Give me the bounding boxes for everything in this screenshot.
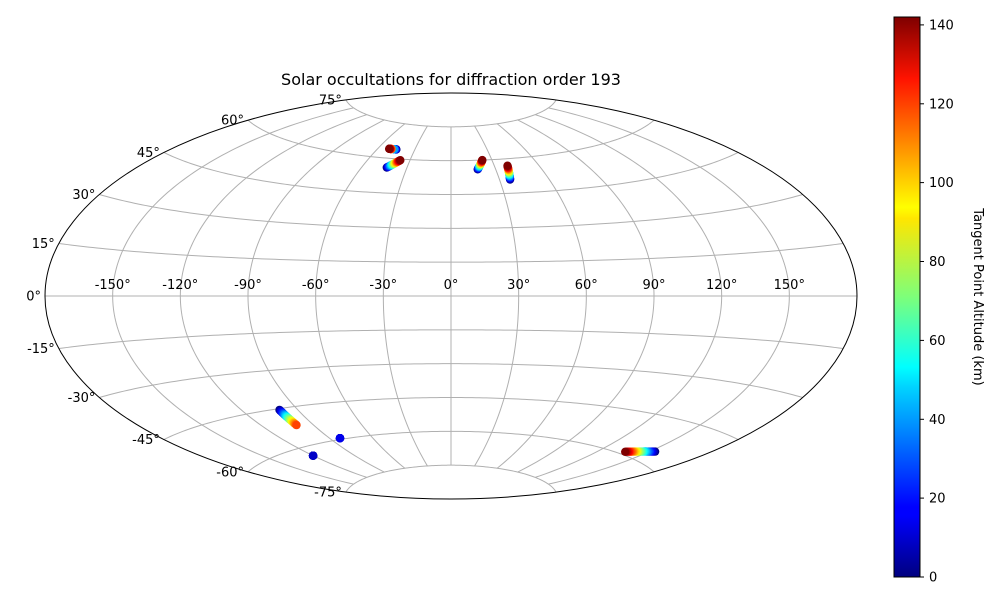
y-tick-label: 60° (221, 114, 244, 129)
longitude-gridline (112, 107, 354, 485)
map-boundary (44, 92, 858, 500)
longitude-gridline (548, 107, 790, 485)
y-tick-label: 15° (32, 237, 55, 252)
colorbar-tick-labels: 0 20 40 60 80 100 120 140 (920, 18, 954, 586)
x-tick-label: 150° (774, 278, 805, 293)
colorbar-tick-label: 40 (929, 413, 946, 428)
x-tick-label: -150° (95, 278, 131, 293)
occultation-point (478, 155, 487, 165)
y-tick-label: -75° (314, 486, 342, 501)
x-tick-label: 120° (706, 278, 737, 293)
occultation-point (335, 434, 345, 443)
y-tick-label: -15° (27, 342, 55, 357)
colorbar-tick-label: 140 (929, 18, 954, 33)
longitude-gridline (382, 125, 428, 467)
x-tick-label: 60° (575, 278, 598, 293)
y-tick-label: 75° (319, 93, 342, 108)
occultation-point (503, 161, 512, 170)
x-tick-label: 90° (642, 278, 665, 293)
x-tick-label: -60° (302, 278, 330, 293)
occultation-point (385, 144, 394, 153)
occultation-point (292, 420, 301, 430)
y-tick-label: 30° (72, 188, 95, 203)
longitude-gridline (535, 114, 723, 478)
occultation-point (621, 447, 630, 456)
latitude-gridline (345, 464, 557, 493)
y-tick-label: -60° (216, 465, 244, 480)
latitude-tick-labels: -75° -60° -45° -30° -15° 0° 15° 30° 45° 60° 75° (26, 93, 342, 500)
occultation-points (275, 144, 660, 460)
x-tick-label: 0° (444, 278, 459, 293)
longitude-gridline (247, 119, 385, 473)
longitude-gridline (517, 119, 655, 473)
y-tick-label: 45° (137, 146, 160, 161)
y-tick-label: -45° (132, 433, 160, 448)
longitude-gridline (315, 123, 406, 469)
longitude-tick-labels: -150° -120° -90° -60° -30° 0° 30° 60° 90° 120° 150… (95, 278, 805, 293)
chart-title: Solar occultations for diffraction order… (281, 70, 621, 89)
longitude-gridline (179, 114, 367, 478)
x-tick-label: -30° (369, 278, 397, 293)
colorbar-label: Tangent Point Altitude (km) (970, 207, 985, 385)
longitude-gridline (474, 125, 520, 467)
y-tick-label: 0° (26, 290, 41, 305)
longitude-gridline (496, 123, 587, 469)
x-tick-label: -90° (234, 278, 262, 293)
colorbar-tick-label: 80 (929, 255, 946, 270)
colorbar-tick-label: 60 (929, 334, 946, 349)
x-tick-label: 30° (507, 278, 530, 293)
colorbar-tick-label: 100 (929, 176, 954, 191)
latitude-gridline (345, 99, 557, 128)
colorbar (893, 16, 921, 578)
occultation-point (308, 451, 318, 460)
occultation-point (396, 156, 405, 165)
longitude-gridlines (112, 107, 790, 485)
x-tick-label: -120° (162, 278, 198, 293)
y-tick-label: -30° (68, 391, 96, 406)
colorbar-tick-label: 0 (929, 571, 937, 586)
colorbar-tick-label: 20 (929, 492, 946, 507)
colorbar-tick-label: 120 (929, 97, 954, 112)
